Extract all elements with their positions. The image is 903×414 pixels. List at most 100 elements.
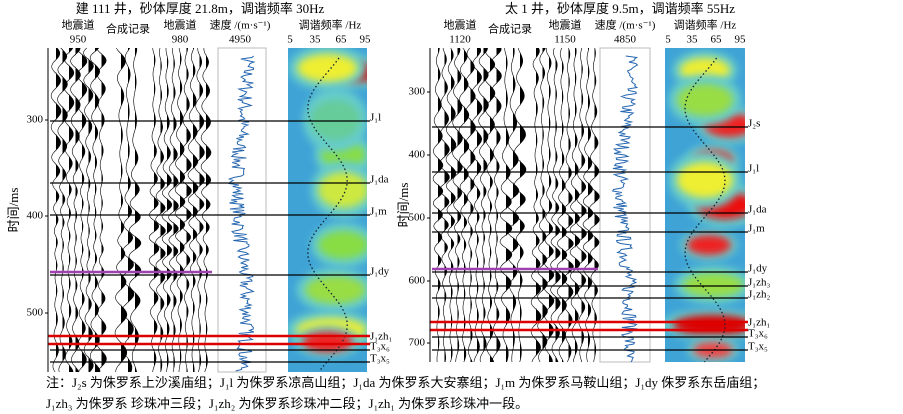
column-header: 地震道: [549, 18, 582, 32]
trace: [506, 47, 520, 363]
trace-fill: [457, 48, 463, 362]
trace-fill: [62, 48, 68, 372]
horizon-label: J₁dy: [370, 266, 390, 278]
column-header: 调谐频率 /Hz: [674, 18, 737, 32]
velocity-bg: [599, 47, 651, 363]
trace: [478, 47, 489, 363]
column-header: 合成记录: [106, 22, 150, 36]
freq-tick-label: 35: [687, 34, 699, 46]
horizon-label: J₁l: [370, 112, 381, 124]
horizon-label: J₁zh₃: [748, 277, 770, 289]
column-header: 1120: [449, 34, 471, 46]
trace: [543, 47, 555, 363]
column-header: 950: [70, 34, 87, 46]
trace-fill: [451, 48, 456, 362]
note: J₁zh₃ 为侏罗系 珍珠冲三段；J₁zh₂ 为侏罗系珍珠冲二段；J₁zh₁ 为…: [46, 396, 528, 412]
trace: [57, 47, 68, 373]
horizon-label: J₁da: [748, 204, 767, 216]
y-tick-label: 500: [27, 307, 44, 319]
trace: [181, 47, 192, 373]
freq-tick-label: 95: [735, 34, 747, 46]
trace: [83, 47, 94, 373]
velocity-curve: [611, 55, 639, 363]
trace: [194, 47, 205, 373]
horizon-label: J₁zh₁: [370, 331, 392, 343]
horizon-label: J₁m: [370, 206, 387, 218]
panel-title: 建 111 井，砂体厚度 21.8m，调谐频率 30Hz: [76, 1, 325, 16]
trace-fill: [160, 48, 166, 372]
column-header: 速度 /(m·s⁻¹): [210, 18, 271, 32]
freq-tick-label: 95: [360, 34, 372, 46]
horizon-label: T₃x₆: [370, 341, 390, 353]
trace-fill: [483, 48, 489, 362]
trace: [452, 47, 463, 363]
freq-energy: [673, 315, 745, 335]
trace: [582, 47, 594, 363]
y-tick-label: 300: [409, 86, 426, 98]
note: 注：J₂s 为侏罗系上沙溪庙组；J₁l 为侏罗系凉高山组；J₁da 为侏罗系大安…: [46, 375, 765, 391]
y-tick-label: 300: [27, 114, 44, 126]
trace: [458, 47, 470, 363]
trace: [168, 47, 179, 373]
freq-energy: [677, 84, 733, 116]
freq-energy: [305, 276, 366, 304]
trace-fill: [95, 48, 100, 372]
y-tick-label: 600: [409, 275, 426, 287]
y-tick-label: 700: [409, 337, 426, 349]
horizon-label: J₁da: [370, 174, 389, 186]
freq-tick-label: 5: [287, 34, 293, 46]
trace: [63, 47, 75, 373]
trace: [96, 47, 107, 373]
velocity-curve: [227, 55, 256, 372]
y-axis-label: 时间/ms: [396, 183, 411, 228]
trace-fill: [88, 48, 94, 372]
freq-energy: [297, 54, 358, 82]
trace-fill: [594, 48, 600, 362]
horizon-label: J₁zh₁: [748, 317, 770, 329]
horizon-label: J₁m: [748, 223, 765, 235]
freq-energy: [310, 100, 361, 140]
frequency-blobs: [288, 48, 367, 358]
column-header: 调谐频率 /Hz: [299, 18, 362, 32]
trace: [530, 47, 542, 363]
trace: [70, 47, 81, 373]
trace-fill: [562, 48, 567, 362]
trace: [569, 47, 581, 363]
trace: [589, 47, 600, 363]
trace: [471, 47, 483, 363]
freq-curve: [307, 57, 348, 371]
column-header: 速度 /(m·s⁻¹): [595, 18, 656, 32]
freq-tick-label: 65: [336, 34, 348, 46]
horizon-label: J₁l: [748, 163, 759, 175]
trace: [187, 47, 199, 372]
trace: [89, 47, 101, 373]
trace: [556, 47, 568, 363]
column-header: 980: [172, 34, 189, 46]
trace: [174, 47, 186, 373]
trace-fill: [186, 48, 192, 372]
trace-fill: [135, 48, 141, 372]
trace-fill: [69, 48, 74, 372]
trace: [563, 47, 574, 363]
trace: [576, 47, 587, 363]
horizon-label: T₃x₆: [748, 328, 768, 340]
trace: [155, 47, 166, 373]
y-axis-label: 时间/ms: [6, 188, 21, 233]
trace: [114, 47, 128, 373]
trace: [121, 47, 135, 373]
freq-curve: [684, 57, 726, 363]
trace: [200, 48, 212, 373]
horizon-label: J₁zh₂: [748, 289, 770, 301]
trace: [439, 47, 450, 363]
freq-energy: [318, 231, 367, 259]
trace-fill: [477, 48, 482, 362]
trace: [550, 47, 561, 363]
column-header: 1150: [554, 34, 576, 46]
freq-tick-label: 35: [310, 34, 322, 46]
freq-tick-label: 65: [711, 34, 723, 46]
trace-fill: [588, 48, 593, 362]
trace-fill: [75, 48, 81, 372]
trace: [50, 47, 62, 373]
trace-fill: [193, 48, 198, 372]
